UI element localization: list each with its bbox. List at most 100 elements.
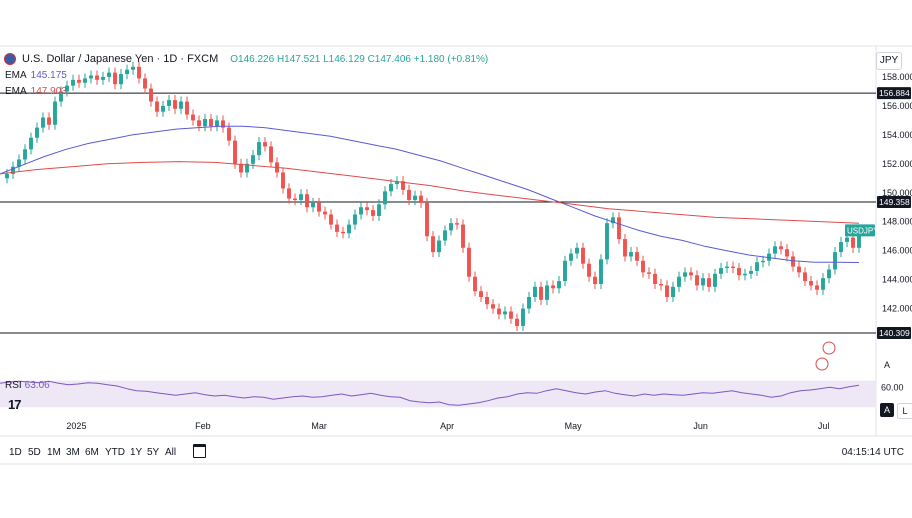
candle-body[interactable] <box>569 253 573 261</box>
candle-body[interactable] <box>815 285 819 290</box>
candle-body[interactable] <box>857 230 861 248</box>
candle-body[interactable] <box>671 286 675 297</box>
candle-body[interactable] <box>803 272 807 282</box>
ema-slow-legend[interactable]: EMA 147.903 <box>5 86 67 97</box>
candle-body[interactable] <box>545 285 549 300</box>
candle-body[interactable] <box>845 237 849 242</box>
candle-body[interactable] <box>179 101 183 109</box>
candle-body[interactable] <box>761 260 765 263</box>
candle-body[interactable] <box>251 155 255 164</box>
candle-body[interactable] <box>593 276 597 284</box>
candle-body[interactable] <box>809 281 813 286</box>
candle-body[interactable] <box>395 181 399 185</box>
candle-body[interactable] <box>41 117 45 128</box>
candle-body[interactable] <box>161 105 165 112</box>
candle-body[interactable] <box>101 76 105 80</box>
candle-body[interactable] <box>47 117 51 125</box>
candle-body[interactable] <box>833 252 837 270</box>
candle-body[interactable] <box>701 278 705 286</box>
candle-body[interactable] <box>413 195 417 200</box>
candle-body[interactable] <box>5 173 9 179</box>
candle-body[interactable] <box>527 296 531 309</box>
candle-body[interactable] <box>791 256 795 267</box>
candle-body[interactable] <box>149 88 153 102</box>
candle-body[interactable] <box>827 269 831 279</box>
candle-body[interactable] <box>713 273 717 287</box>
candle-body[interactable] <box>167 100 171 106</box>
candle-body[interactable] <box>599 259 603 284</box>
candle-body[interactable] <box>515 318 519 326</box>
candle-body[interactable] <box>125 69 129 75</box>
candle-body[interactable] <box>245 163 249 173</box>
candle-body[interactable] <box>437 240 441 253</box>
candle-body[interactable] <box>407 189 411 200</box>
candle-body[interactable] <box>851 237 855 248</box>
candle-body[interactable] <box>737 268 741 276</box>
range-5y[interactable]: 5Y <box>147 447 160 458</box>
candle-body[interactable] <box>359 207 363 215</box>
candle-body[interactable] <box>389 184 393 192</box>
range-all[interactable]: All <box>165 447 177 458</box>
flag-icon[interactable] <box>822 341 836 355</box>
candle-body[interactable] <box>497 308 501 315</box>
candle-body[interactable] <box>677 276 681 287</box>
rsi-legend[interactable]: RSI 63.06 <box>5 380 50 391</box>
candle-body[interactable] <box>263 142 267 147</box>
candle-body[interactable] <box>617 217 621 240</box>
candle-body[interactable] <box>119 74 123 85</box>
candle-body[interactable] <box>581 247 585 264</box>
candle-body[interactable] <box>575 247 579 254</box>
candle-body[interactable] <box>353 214 357 225</box>
calendar-icon[interactable] <box>193 444 206 458</box>
candle-body[interactable] <box>641 260 645 273</box>
candle-body[interactable] <box>341 231 345 234</box>
candle-body[interactable] <box>563 260 567 282</box>
candle-body[interactable] <box>371 210 375 216</box>
candle-body[interactable] <box>317 202 321 212</box>
ema-line[interactable] <box>0 125 860 263</box>
candle-body[interactable] <box>461 224 465 248</box>
candle-body[interactable] <box>221 120 225 128</box>
candle-body[interactable] <box>629 252 633 257</box>
symbol-title[interactable]: U.S. Dollar / Japanese Yen · 1D · FXCM <box>22 53 219 65</box>
candle-body[interactable] <box>17 159 21 167</box>
candle-body[interactable] <box>299 194 303 200</box>
flag-icon[interactable] <box>815 357 829 371</box>
candle-body[interactable] <box>209 118 213 127</box>
candle-body[interactable] <box>215 120 219 127</box>
candle-body[interactable] <box>533 286 537 297</box>
candle-body[interactable] <box>239 163 243 173</box>
candle-body[interactable] <box>731 266 735 269</box>
candle-body[interactable] <box>365 207 369 211</box>
currency-button[interactable]: JPY <box>876 52 902 70</box>
candle-body[interactable] <box>821 278 825 290</box>
range-1d[interactable]: 1D <box>9 447 22 458</box>
candle-body[interactable] <box>185 101 189 115</box>
candle-body[interactable] <box>779 246 783 250</box>
candle-body[interactable] <box>689 272 693 276</box>
candle-body[interactable] <box>443 230 447 241</box>
candle-body[interactable] <box>503 311 507 315</box>
rsi-line[interactable] <box>0 380 860 406</box>
range-5d[interactable]: 5D <box>28 447 41 458</box>
candle-body[interactable] <box>431 236 435 253</box>
candle-body[interactable] <box>653 273 657 284</box>
candle-body[interactable] <box>203 118 207 127</box>
candle-body[interactable] <box>647 272 651 274</box>
candle-body[interactable] <box>383 191 387 205</box>
candle-body[interactable] <box>521 308 525 326</box>
candle-body[interactable] <box>311 202 315 208</box>
candle-body[interactable] <box>191 114 195 121</box>
candle-body[interactable] <box>659 283 663 286</box>
candle-body[interactable] <box>59 91 63 102</box>
candle-body[interactable] <box>23 149 27 160</box>
candle-body[interactable] <box>797 266 801 273</box>
auto-scale-button[interactable]: A <box>880 403 894 417</box>
candle-body[interactable] <box>131 66 135 70</box>
candle-body[interactable] <box>455 223 459 225</box>
candle-body[interactable] <box>725 266 729 269</box>
candle-body[interactable] <box>257 142 261 156</box>
candle-body[interactable] <box>509 311 513 319</box>
candle-body[interactable] <box>29 137 33 150</box>
